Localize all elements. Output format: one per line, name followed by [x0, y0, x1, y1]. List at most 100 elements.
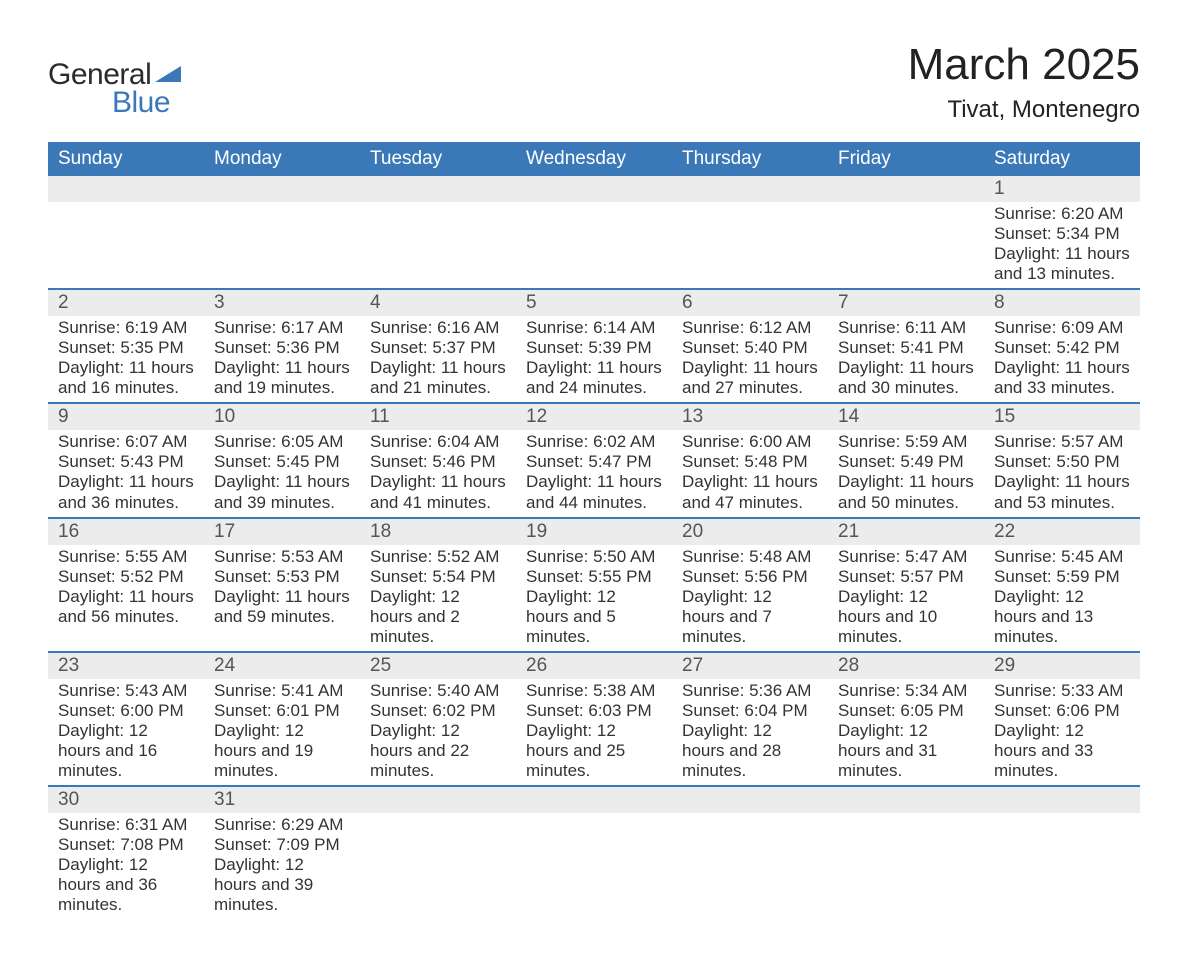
day-data: Sunrise: 5:36 AMSunset: 6:04 PMDaylight:…	[672, 679, 828, 785]
sunrise-text: Sunrise: 6:02 AM	[526, 432, 662, 452]
day-number	[360, 787, 516, 813]
day-data: Sunrise: 6:19 AMSunset: 5:35 PMDaylight:…	[48, 316, 204, 402]
sunset-text: Sunset: 5:43 PM	[58, 452, 194, 472]
sunrise-text: Sunrise: 6:16 AM	[370, 318, 506, 338]
calendar-empty-cell	[672, 176, 828, 289]
calendar-day-cell: 20Sunrise: 5:48 AMSunset: 5:56 PMDayligh…	[672, 518, 828, 652]
daylight-text: Daylight: 12 hours and 19 minutes.	[214, 721, 350, 781]
sunset-text: Sunset: 5:40 PM	[682, 338, 818, 358]
sunrise-text: Sunrise: 5:38 AM	[526, 681, 662, 701]
daylight-text: Daylight: 11 hours and 27 minutes.	[682, 358, 818, 398]
calendar-table: SundayMondayTuesdayWednesdayThursdayFrid…	[48, 142, 1140, 919]
sunset-text: Sunset: 5:47 PM	[526, 452, 662, 472]
calendar-day-cell: 7Sunrise: 6:11 AMSunset: 5:41 PMDaylight…	[828, 289, 984, 403]
calendar-day-cell: 12Sunrise: 6:02 AMSunset: 5:47 PMDayligh…	[516, 403, 672, 517]
daylight-text: Daylight: 11 hours and 53 minutes.	[994, 472, 1130, 512]
day-data: Sunrise: 6:16 AMSunset: 5:37 PMDaylight:…	[360, 316, 516, 402]
daylight-text: Daylight: 12 hours and 2 minutes.	[370, 587, 506, 647]
calendar-day-cell: 10Sunrise: 6:05 AMSunset: 5:45 PMDayligh…	[204, 403, 360, 517]
sunrise-text: Sunrise: 5:45 AM	[994, 547, 1130, 567]
day-number: 30	[48, 787, 204, 813]
weekday-header: Monday	[204, 142, 360, 176]
day-data: Sunrise: 5:57 AMSunset: 5:50 PMDaylight:…	[984, 430, 1140, 516]
daylight-text: Daylight: 11 hours and 33 minutes.	[994, 358, 1130, 398]
calendar-day-cell: 28Sunrise: 5:34 AMSunset: 6:05 PMDayligh…	[828, 652, 984, 786]
day-data: Sunrise: 6:02 AMSunset: 5:47 PMDaylight:…	[516, 430, 672, 516]
sunrise-text: Sunrise: 6:00 AM	[682, 432, 818, 452]
sunset-text: Sunset: 5:46 PM	[370, 452, 506, 472]
daylight-text: Daylight: 11 hours and 21 minutes.	[370, 358, 506, 398]
calendar-empty-cell	[360, 786, 516, 919]
sunset-text: Sunset: 6:01 PM	[214, 701, 350, 721]
day-data: Sunrise: 6:00 AMSunset: 5:48 PMDaylight:…	[672, 430, 828, 516]
sunrise-text: Sunrise: 6:11 AM	[838, 318, 974, 338]
day-data: Sunrise: 6:07 AMSunset: 5:43 PMDaylight:…	[48, 430, 204, 516]
day-number	[204, 176, 360, 202]
sunrise-text: Sunrise: 6:31 AM	[58, 815, 194, 835]
day-data: Sunrise: 5:45 AMSunset: 5:59 PMDaylight:…	[984, 545, 1140, 651]
calendar-empty-cell	[48, 176, 204, 289]
weekday-header: Sunday	[48, 142, 204, 176]
sunset-text: Sunset: 5:49 PM	[838, 452, 974, 472]
day-data: Sunrise: 6:20 AMSunset: 5:34 PMDaylight:…	[984, 202, 1140, 288]
weekday-header: Thursday	[672, 142, 828, 176]
calendar-empty-cell	[828, 786, 984, 919]
day-data: Sunrise: 5:38 AMSunset: 6:03 PMDaylight:…	[516, 679, 672, 785]
day-number: 3	[204, 290, 360, 316]
sunset-text: Sunset: 5:37 PM	[370, 338, 506, 358]
calendar-day-cell: 6Sunrise: 6:12 AMSunset: 5:40 PMDaylight…	[672, 289, 828, 403]
sunset-text: Sunset: 5:55 PM	[526, 567, 662, 587]
daylight-text: Daylight: 11 hours and 36 minutes.	[58, 472, 194, 512]
calendar-day-cell: 19Sunrise: 5:50 AMSunset: 5:55 PMDayligh…	[516, 518, 672, 652]
sunrise-text: Sunrise: 5:57 AM	[994, 432, 1130, 452]
sunrise-text: Sunrise: 5:48 AM	[682, 547, 818, 567]
brand-mark-icon	[155, 64, 181, 84]
sunrise-text: Sunrise: 5:59 AM	[838, 432, 974, 452]
day-data	[204, 202, 360, 208]
day-data: Sunrise: 5:43 AMSunset: 6:00 PMDaylight:…	[48, 679, 204, 785]
day-data: Sunrise: 5:47 AMSunset: 5:57 PMDaylight:…	[828, 545, 984, 651]
day-number	[672, 176, 828, 202]
calendar-day-cell: 11Sunrise: 6:04 AMSunset: 5:46 PMDayligh…	[360, 403, 516, 517]
day-data: Sunrise: 5:59 AMSunset: 5:49 PMDaylight:…	[828, 430, 984, 516]
calendar-day-cell: 4Sunrise: 6:16 AMSunset: 5:37 PMDaylight…	[360, 289, 516, 403]
calendar-day-cell: 18Sunrise: 5:52 AMSunset: 5:54 PMDayligh…	[360, 518, 516, 652]
day-number	[48, 176, 204, 202]
title-block: March 2025 Tivat, Montenegro	[908, 40, 1140, 124]
daylight-text: Daylight: 11 hours and 19 minutes.	[214, 358, 350, 398]
calendar-day-cell: 23Sunrise: 5:43 AMSunset: 6:00 PMDayligh…	[48, 652, 204, 786]
sunset-text: Sunset: 5:54 PM	[370, 567, 506, 587]
sunset-text: Sunset: 5:36 PM	[214, 338, 350, 358]
calendar-day-cell: 24Sunrise: 5:41 AMSunset: 6:01 PMDayligh…	[204, 652, 360, 786]
daylight-text: Daylight: 11 hours and 16 minutes.	[58, 358, 194, 398]
calendar-empty-cell	[360, 176, 516, 289]
sunrise-text: Sunrise: 6:17 AM	[214, 318, 350, 338]
calendar-empty-cell	[672, 786, 828, 919]
calendar-week-row: 2Sunrise: 6:19 AMSunset: 5:35 PMDaylight…	[48, 289, 1140, 403]
daylight-text: Daylight: 11 hours and 50 minutes.	[838, 472, 974, 512]
day-data: Sunrise: 6:09 AMSunset: 5:42 PMDaylight:…	[984, 316, 1140, 402]
sunrise-text: Sunrise: 6:12 AM	[682, 318, 818, 338]
day-number: 23	[48, 653, 204, 679]
calendar-day-cell: 16Sunrise: 5:55 AMSunset: 5:52 PMDayligh…	[48, 518, 204, 652]
sunrise-text: Sunrise: 5:53 AM	[214, 547, 350, 567]
day-number: 22	[984, 519, 1140, 545]
weekday-header: Friday	[828, 142, 984, 176]
weekday-header-row: SundayMondayTuesdayWednesdayThursdayFrid…	[48, 142, 1140, 176]
sunset-text: Sunset: 5:35 PM	[58, 338, 194, 358]
page-subtitle: Tivat, Montenegro	[908, 96, 1140, 124]
day-number	[516, 176, 672, 202]
calendar-week-row: 9Sunrise: 6:07 AMSunset: 5:43 PMDaylight…	[48, 403, 1140, 517]
calendar-week-row: 23Sunrise: 5:43 AMSunset: 6:00 PMDayligh…	[48, 652, 1140, 786]
sunrise-text: Sunrise: 5:33 AM	[994, 681, 1130, 701]
daylight-text: Daylight: 11 hours and 56 minutes.	[58, 587, 194, 627]
sunrise-text: Sunrise: 6:19 AM	[58, 318, 194, 338]
daylight-text: Daylight: 11 hours and 47 minutes.	[682, 472, 818, 512]
sunrise-text: Sunrise: 5:50 AM	[526, 547, 662, 567]
calendar-day-cell: 27Sunrise: 5:36 AMSunset: 6:04 PMDayligh…	[672, 652, 828, 786]
day-number: 20	[672, 519, 828, 545]
calendar-day-cell: 1Sunrise: 6:20 AMSunset: 5:34 PMDaylight…	[984, 176, 1140, 289]
day-number: 4	[360, 290, 516, 316]
sunrise-text: Sunrise: 5:52 AM	[370, 547, 506, 567]
calendar-day-cell: 29Sunrise: 5:33 AMSunset: 6:06 PMDayligh…	[984, 652, 1140, 786]
